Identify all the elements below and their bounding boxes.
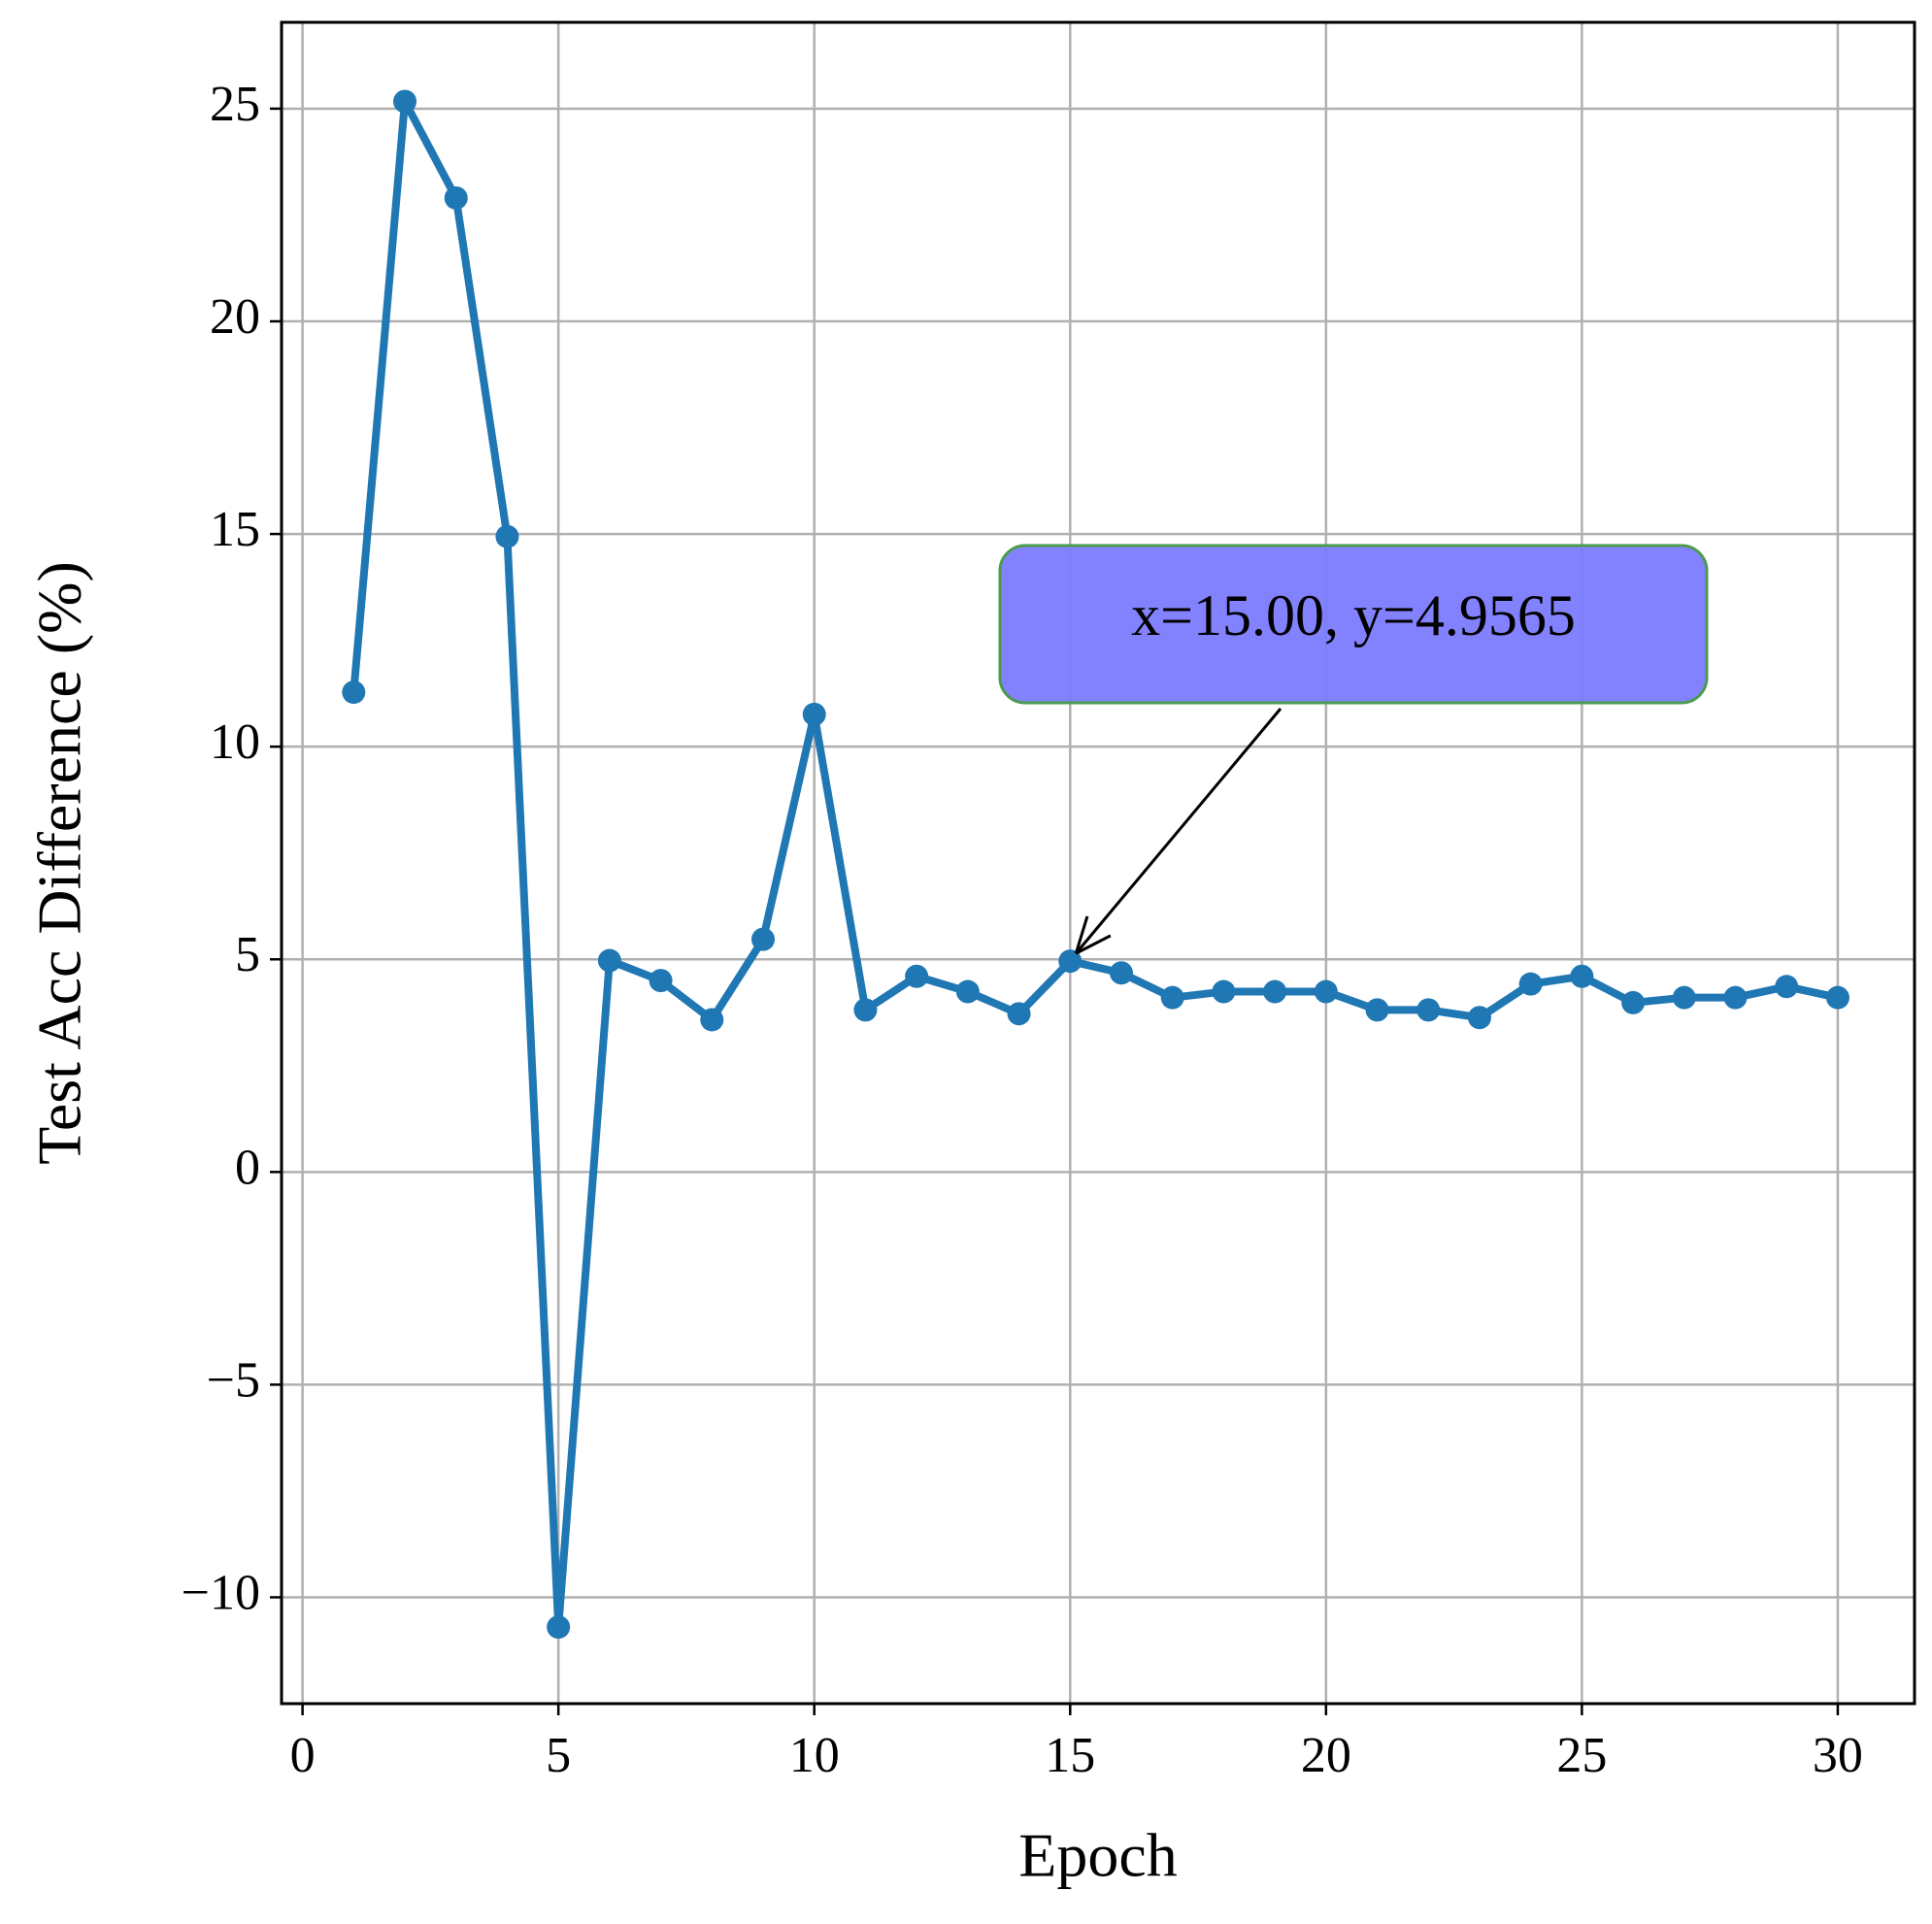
data-point [1723,985,1748,1010]
x-tick-label: 0 [290,1728,316,1783]
annotation-box [998,544,1709,705]
data-point [1416,998,1441,1022]
data-point [342,680,366,705]
data-point [649,969,673,993]
data-point [1263,979,1287,1004]
y-tick-label: 0 [235,1140,260,1195]
data-point [1775,975,1799,999]
y-axis-label: Test Acc Difference (%) [25,561,94,1165]
data-point [1672,985,1696,1010]
plot-frame [280,20,1916,1706]
y-tick-label: −5 [207,1352,260,1408]
data-point [802,702,826,726]
x-tick-label: 20 [1301,1728,1351,1783]
data-point [751,927,776,951]
data-point [1314,979,1338,1004]
data-point [597,948,621,973]
data-point [393,89,417,114]
y-tick-label: 15 [210,502,260,557]
data-point [955,979,980,1004]
y-tick-label: 20 [210,289,260,345]
annotation-arrowhead [1075,934,1112,955]
annotation-arrow [1075,708,1282,955]
x-tick-label: 5 [546,1728,571,1783]
data-point [1058,949,1083,974]
x-tick-label: 10 [789,1728,840,1783]
x-tick-label: 15 [1045,1728,1095,1783]
annotation-arrowhead [1074,915,1089,954]
data-point [1109,961,1133,985]
data-point [444,185,468,210]
y-tick-label: −10 [182,1565,260,1620]
data-point [1467,1006,1491,1030]
data-point [853,998,878,1022]
data-point [1160,985,1184,1010]
y-tick-label: 5 [235,927,260,982]
data-point [1825,985,1849,1010]
y-tick-label: 25 [210,77,260,132]
data-point [1007,1002,1031,1026]
y-tick-label: 10 [210,714,260,770]
data-point [1365,998,1389,1022]
data-point [547,1615,571,1640]
data-point [1621,990,1646,1014]
annotation-text: x=15.00, y=4.9565 [1131,583,1576,647]
data-point [1212,979,1236,1004]
data-point [495,524,519,548]
x-tick-label: 25 [1556,1728,1607,1783]
x-axis-label: Epoch [1018,1821,1178,1890]
data-line [350,97,1839,1632]
data-point [700,1008,724,1032]
x-tick-label: 30 [1813,1728,1863,1783]
data-point [1570,964,1594,988]
data-point [905,964,929,988]
data-point [1518,972,1543,996]
